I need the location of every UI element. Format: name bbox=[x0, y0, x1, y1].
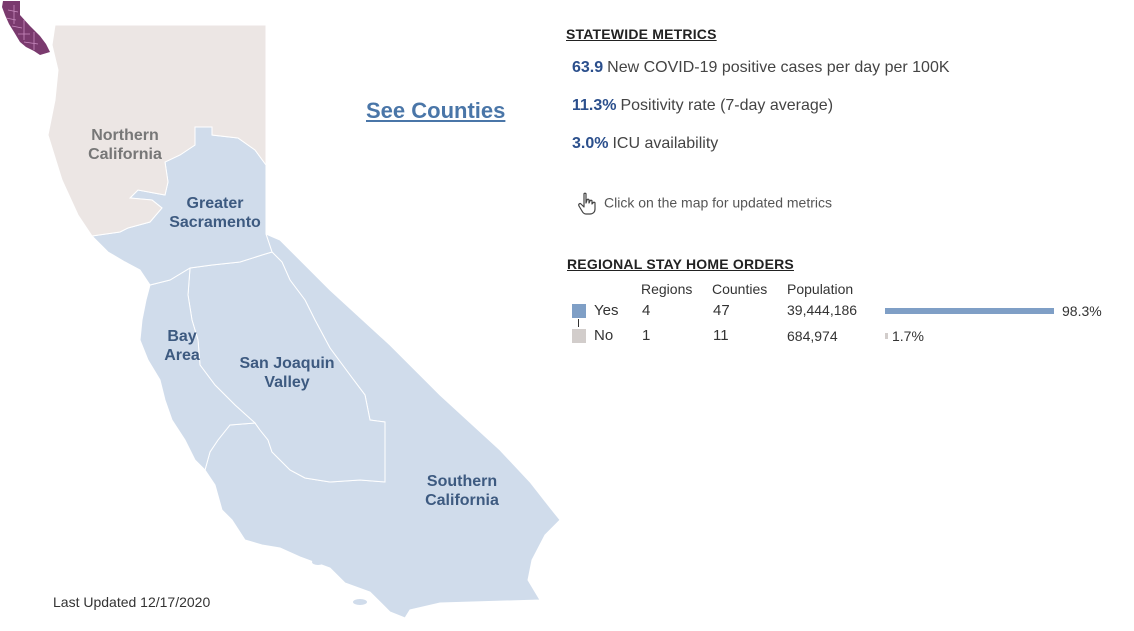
statewide-metrics-title: STATEWIDE METRICS bbox=[566, 26, 717, 42]
row-no-percent: 1.7% bbox=[892, 328, 924, 344]
column-header-regions: Regions bbox=[641, 281, 693, 297]
metric-positivity: 11.3% Positivity rate (7-day average) bbox=[572, 97, 833, 115]
row-no-regions: 1 bbox=[642, 327, 651, 344]
counties-map-icon[interactable] bbox=[0, 0, 52, 56]
region-northern-california[interactable] bbox=[47, 24, 267, 237]
california-region-map: Northern California Greater Sacramento B… bbox=[0, 0, 561, 619]
row-no-population: 684,974 bbox=[787, 328, 838, 344]
label-san-joaquin-valley: San Joaquin Valley bbox=[239, 355, 335, 391]
stay-home-orders-title: REGIONAL STAY HOME ORDERS bbox=[567, 256, 794, 272]
row-no-label: No bbox=[594, 327, 614, 344]
row-no-counties: 11 bbox=[713, 327, 729, 344]
region-bay-area[interactable] bbox=[139, 267, 257, 471]
metric-positivity-value: 11.3% bbox=[572, 97, 617, 114]
channel-island-2 bbox=[291, 533, 309, 539]
metric-new-cases-label: New COVID-19 positive cases per day per … bbox=[607, 59, 950, 76]
label-greater-sacramento: Greater Sacramento bbox=[169, 195, 261, 231]
row-yes-regions: 4 bbox=[642, 302, 651, 319]
metric-icu-label: ICU availability bbox=[612, 135, 719, 152]
metric-positivity-label: Positivity rate (7-day average) bbox=[620, 97, 834, 114]
row-yes-population: 39,444,186 bbox=[787, 302, 858, 318]
channel-island-4 bbox=[353, 599, 367, 605]
metric-new-cases: 63.9 New COVID-19 positive cases per day … bbox=[572, 59, 950, 77]
channel-island-3 bbox=[312, 559, 324, 565]
pointer-hand-icon bbox=[578, 192, 596, 215]
row-yes-share-bar bbox=[885, 308, 1054, 314]
row-yes-label: Yes bbox=[594, 302, 619, 319]
map-click-hint-text: Click on the map for updated metrics bbox=[604, 194, 832, 211]
metric-new-cases-value: 63.9 bbox=[572, 59, 604, 76]
column-header-population: Population bbox=[787, 281, 854, 297]
map-click-hint: Click on the map for updated metrics bbox=[576, 192, 832, 216]
channel-island-1 bbox=[260, 525, 284, 531]
label-northern-california: Northern California bbox=[88, 127, 162, 163]
label-southern-california: Southern California bbox=[425, 473, 499, 509]
column-header-counties: Counties bbox=[712, 281, 768, 297]
see-counties-link[interactable]: See Counties bbox=[366, 98, 506, 123]
metric-icu-value: 3.0% bbox=[572, 135, 609, 152]
row-connector bbox=[578, 319, 579, 327]
metric-icu: 3.0% ICU availability bbox=[572, 135, 718, 153]
row-yes-percent: 98.3% bbox=[1062, 303, 1102, 319]
map-svg bbox=[47, 24, 561, 619]
swatch-yes bbox=[572, 304, 586, 318]
row-no-share-bar bbox=[885, 333, 888, 339]
row-yes-counties: 47 bbox=[713, 302, 730, 319]
swatch-no bbox=[572, 329, 586, 343]
last-updated: Last Updated 12/17/2020 bbox=[53, 594, 211, 610]
label-bay-area: Bay Area bbox=[164, 328, 200, 364]
